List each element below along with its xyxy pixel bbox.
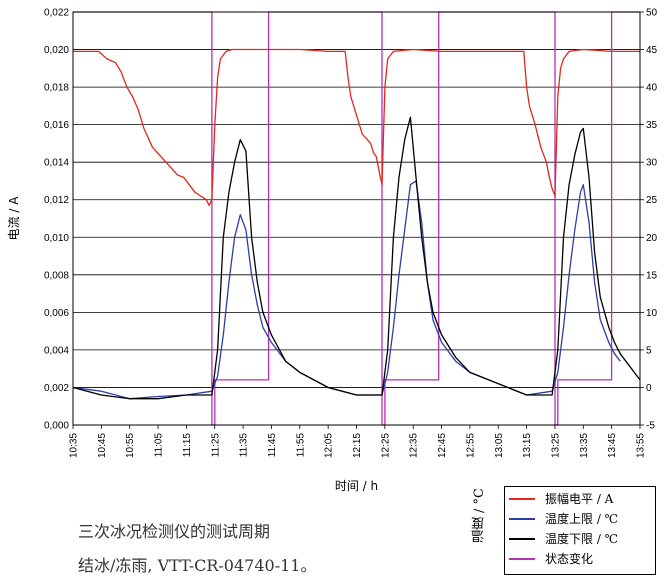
y-right-tick-label: 20 xyxy=(646,233,658,244)
x-tick-label: 13:25 xyxy=(550,433,561,458)
y-left-tick-label: 0,006 xyxy=(44,308,69,319)
y-left-tick-label: 0,004 xyxy=(44,345,69,356)
x-tick-label: 11:45 xyxy=(267,433,278,458)
y-left-tick-label: 0,014 xyxy=(44,158,69,169)
x-tick-label: 13:05 xyxy=(494,433,505,458)
x-tick-label: 13:35 xyxy=(579,433,590,458)
x-tick-label: 10:35 xyxy=(69,433,80,458)
legend-label: 温度上限 / ℃ xyxy=(545,510,618,527)
x-tick-label: 11:55 xyxy=(295,433,306,458)
series-line-1 xyxy=(73,181,620,399)
y-left-tick-label: 0,008 xyxy=(44,270,69,281)
y-right-tick-label: 0 xyxy=(646,383,652,394)
y-right-tick-label: 5 xyxy=(646,345,652,356)
caption-line-2: 结冰/冻雨, VTT-CR-04740-11。 xyxy=(78,552,316,576)
x-tick-label: 12:25 xyxy=(380,433,391,458)
y-left-tick-label: 0,000 xyxy=(44,421,69,432)
y-left-tick-label: 0,022 xyxy=(44,8,69,19)
x-tick-label: 11:25 xyxy=(210,433,221,458)
y-left-tick-label: 0,002 xyxy=(44,383,69,394)
legend-label: 温度下限 / ℃ xyxy=(545,530,618,547)
x-tick-label: 12:45 xyxy=(437,433,448,458)
x-tick-label: 13:15 xyxy=(522,433,533,458)
x-tick-label: 11:15 xyxy=(182,433,193,458)
x-tick-label: 12:35 xyxy=(409,433,420,458)
y-right-tick-label: 10 xyxy=(646,308,658,319)
series-layer xyxy=(73,12,640,425)
legend-swatch xyxy=(509,498,535,500)
x-tick-label: 13:55 xyxy=(636,433,647,458)
legend-swatch xyxy=(509,538,535,540)
x-tick-label: 13:45 xyxy=(607,433,618,458)
legend-title: 温度 / °C xyxy=(470,488,492,543)
x-tick-label: 11:05 xyxy=(154,433,165,458)
x-tick-label: 11:35 xyxy=(239,433,250,458)
legend-item: 温度下限 / ℃ xyxy=(509,530,653,548)
x-tick-label: 10:55 xyxy=(125,433,136,458)
legend-swatch xyxy=(509,558,535,560)
y-left-tick-label: 0,012 xyxy=(44,195,69,206)
legend-swatch xyxy=(509,518,535,520)
caption-line-1: 三次冰况检测仪的测试周期 xyxy=(78,518,270,542)
x-tick-label: 12:55 xyxy=(465,433,476,458)
x-tick-label: 12:15 xyxy=(352,433,363,458)
series-line-3 xyxy=(73,12,640,425)
y-left-tick-label: 0,018 xyxy=(44,83,69,94)
legend-item: 振幅电平 / A xyxy=(509,490,653,508)
y-right-tick-label: -5 xyxy=(646,421,655,432)
y-right-tick-label: 35 xyxy=(646,120,658,131)
legend-label: 振幅电平 / A xyxy=(545,490,613,507)
legend-item: 温度上限 / ℃ xyxy=(509,510,653,528)
y-right-tick-label: 15 xyxy=(646,270,658,281)
x-axis-label: 时间 / h xyxy=(335,479,378,493)
legend: 振幅电平 / A 温度上限 / ℃ 温度下限 / ℃ 状态变化 xyxy=(504,486,656,575)
ticks: 0,000 0,002 0,004 0,006 0,008 0,010 0,012 0,014… xyxy=(44,8,658,459)
x-tick-label: 12:05 xyxy=(324,433,335,458)
y-left-tick-label: 0,020 xyxy=(44,45,69,56)
y-axis-label: 电流 / A xyxy=(7,196,21,241)
x-tick-label: 10:45 xyxy=(97,433,108,458)
y-left-tick-label: 0,010 xyxy=(44,233,69,244)
y-right-tick-label: 50 xyxy=(646,8,658,19)
y-right-tick-label: 40 xyxy=(646,83,658,94)
legend-label: 状态变化 xyxy=(545,550,593,567)
legend-item: 状态变化 xyxy=(509,550,653,568)
y-right-tick-label: 30 xyxy=(646,158,658,169)
y-right-tick-label: 45 xyxy=(646,45,658,56)
y-left-tick-label: 0,016 xyxy=(44,120,69,131)
y-right-tick-label: 25 xyxy=(646,195,658,206)
